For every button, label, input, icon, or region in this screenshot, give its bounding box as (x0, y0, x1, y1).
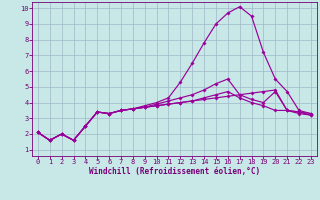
X-axis label: Windchill (Refroidissement éolien,°C): Windchill (Refroidissement éolien,°C) (89, 167, 260, 176)
